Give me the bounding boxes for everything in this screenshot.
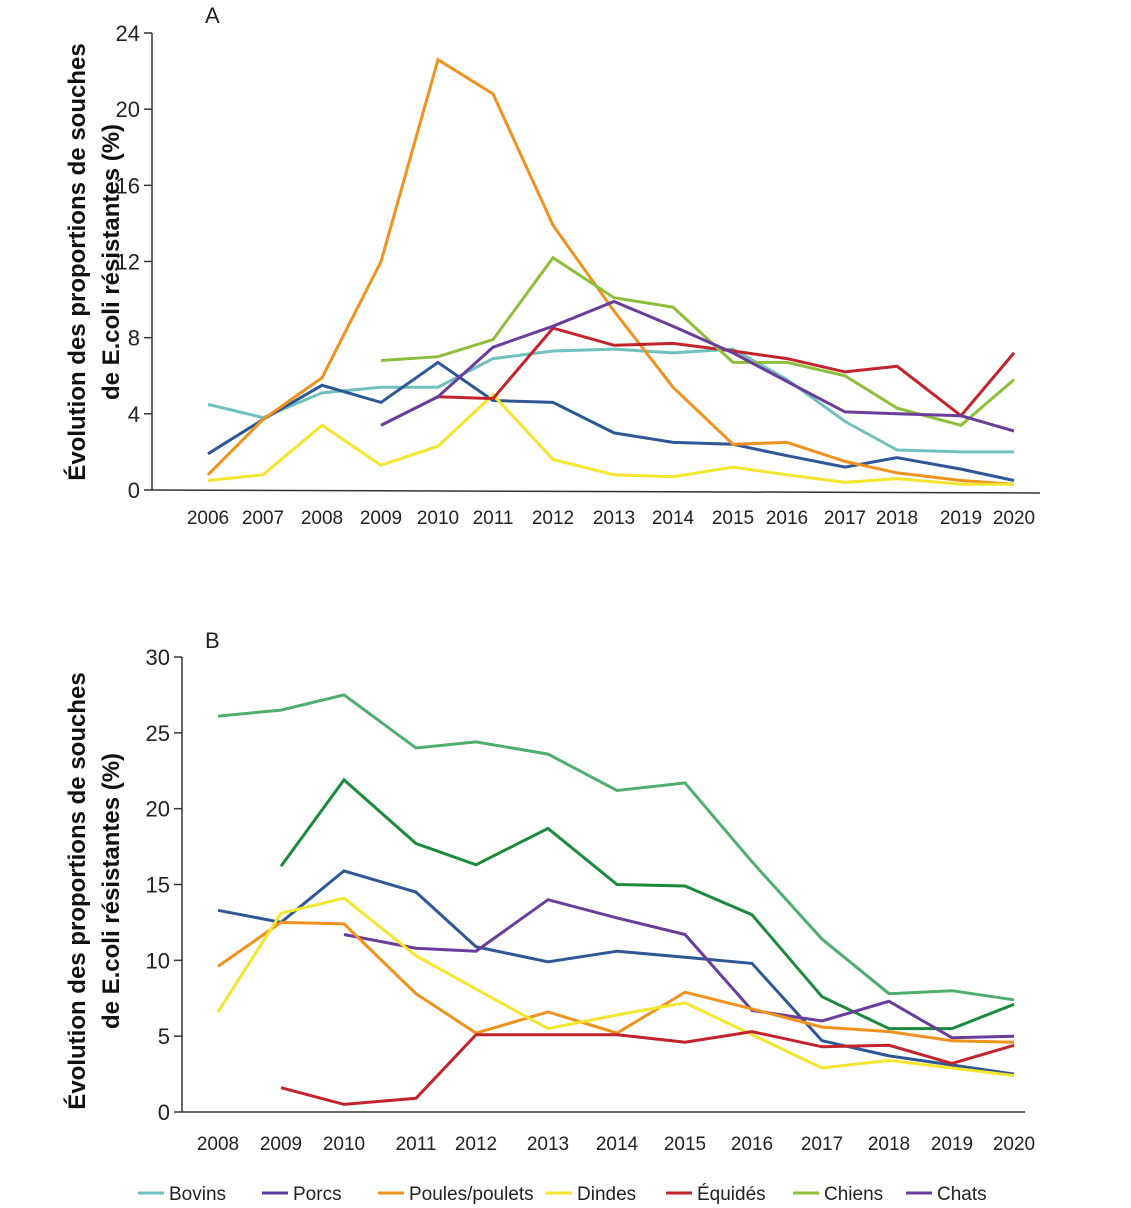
x-tick-label: 2011: [473, 508, 514, 529]
x-tick-label: 2020: [993, 508, 1035, 529]
x-tick-label: 2014: [596, 1134, 639, 1155]
y-tick-label: 0: [158, 1100, 170, 1125]
x-tick-label: 2007: [242, 508, 284, 529]
series-line-dindes: [207, 392, 1014, 486]
legend-label: Dindes: [577, 1184, 636, 1205]
x-tick-label: 2013: [527, 1134, 569, 1155]
x-tick-label: 2009: [260, 1134, 302, 1155]
y-tick-label: 12: [116, 250, 140, 275]
x-tick-label: 2008: [197, 1134, 239, 1155]
x-tick-label: 2020: [993, 1134, 1035, 1155]
series-line-poules-poulets: [206, 57, 1015, 486]
y-tick-label: 24: [116, 21, 140, 46]
panel-label-b: B: [205, 628, 220, 653]
x-tick-label: 2014: [652, 508, 695, 529]
series-line-chats: [380, 299, 1015, 433]
y-tick-label: 20: [146, 797, 170, 822]
x-tick-label: 2015: [664, 1134, 706, 1155]
x-tick-label: 2013: [593, 508, 635, 529]
series-line-bovins: [217, 693, 1015, 1002]
x-tick-label: 2009: [360, 508, 402, 529]
y-tick-label: 4: [128, 402, 140, 427]
x-tick-label: 2019: [940, 508, 982, 529]
legend-label: Bovins: [169, 1184, 226, 1205]
x-tick-label: 2019: [931, 1134, 973, 1155]
y-tick-label: 0: [128, 478, 140, 503]
x-tick-label: 2008: [301, 508, 343, 529]
series-line-chiens: [380, 255, 1015, 427]
x-tick-label: 2012: [455, 1134, 497, 1155]
series-line--quid-s: [280, 1030, 1015, 1106]
y-tick-label: 10: [146, 948, 170, 973]
x-tick-label: 2017: [824, 508, 866, 529]
x-tick-label: 2017: [801, 1134, 843, 1155]
y-tick-label: 20: [116, 97, 140, 122]
y-tick-label: 25: [146, 721, 170, 746]
legend-label: Poules/poulets: [409, 1184, 534, 1205]
y-axis-title-b-line2: de E.coli résistantes (%): [98, 753, 125, 1029]
chart-panel-b: Évolution des proportions de souches de …: [63, 628, 1035, 1155]
x-tick-label: 2010: [323, 1134, 365, 1155]
x-tick-label: 2006: [187, 508, 229, 529]
x-tick-label: 2010: [417, 508, 459, 529]
series-line-dindes: [216, 896, 1015, 1078]
x-tick-label: 2015: [712, 508, 754, 529]
legend-label: Équidés: [697, 1184, 766, 1205]
y-tick-label: 15: [146, 873, 170, 898]
legend: Bovins Porcs Poules/poulets Dindes Équidés Ch…: [138, 1184, 987, 1205]
series-line-chats: [343, 898, 1015, 1040]
series-line-porcs: [207, 360, 1015, 482]
series-line-poules-poulets: [217, 920, 1015, 1044]
series-line--quid-s: [380, 326, 1016, 427]
y-tick-label: 16: [116, 173, 140, 198]
x-tick-label: 2011: [396, 1134, 437, 1155]
y-tick-label: 8: [128, 326, 140, 351]
x-tick-label: 2012: [532, 508, 574, 529]
chart-panel-a: Évolution des proportions de souches de …: [63, 3, 1041, 529]
y-axis-title-a-line2: de E.coli résistantes (%): [98, 124, 125, 400]
panel-label-a: A: [205, 3, 220, 28]
x-tick-label: 2018: [868, 1134, 910, 1155]
y-tick-label: 5: [158, 1024, 170, 1049]
y-axis-title-a-line1: Évolution des proportions de souches: [63, 43, 91, 480]
legend-label: Chats: [937, 1184, 987, 1205]
series-line-porcs: [217, 869, 1015, 1076]
legend-label: Porcs: [293, 1184, 342, 1205]
x-tick-label: 2018: [876, 508, 918, 529]
series-line-chiens: [279, 777, 1015, 1031]
x-axis-line-a: [151, 489, 1041, 494]
x-tick-label: 2016: [766, 508, 808, 529]
x-tick-label: 2016: [731, 1134, 773, 1155]
y-tick-label: 30: [146, 645, 170, 670]
legend-label: Chiens: [824, 1184, 883, 1205]
y-axis-title-b-line1: Évolution des proportions de souches: [63, 672, 91, 1109]
